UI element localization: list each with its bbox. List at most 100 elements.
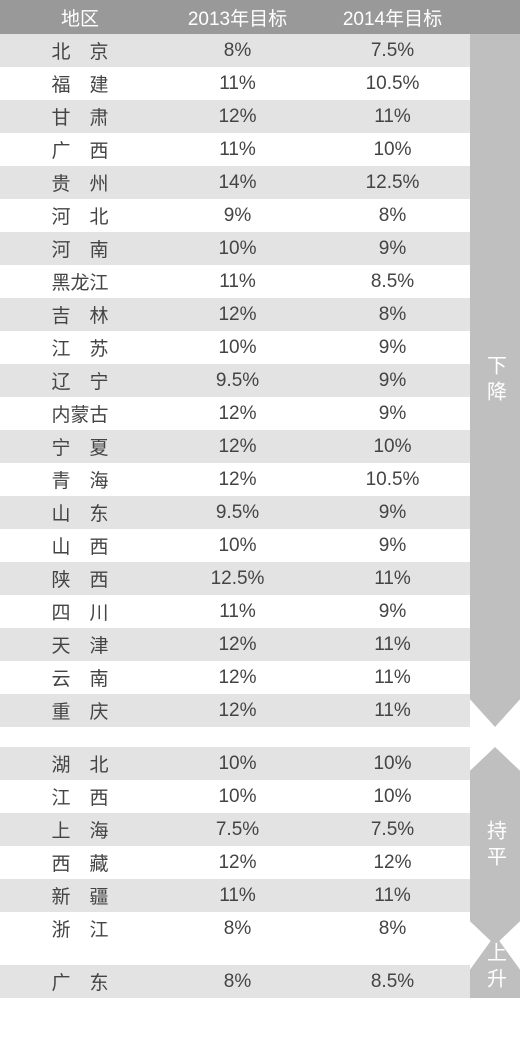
side-label: 下降 (470, 34, 520, 727)
value-2014: 11% (315, 700, 470, 722)
table-row: 宁 夏12%10% (0, 430, 470, 463)
value-2014: 8% (315, 205, 470, 227)
value-2014: 11% (315, 568, 470, 590)
value-2014: 9% (315, 502, 470, 524)
section-gap (0, 945, 520, 965)
value-2013: 11% (160, 601, 315, 623)
rows-group: 北 京8%7.5%福 建11%10.5%甘 肃12%11%广 西11%10%贵 … (0, 34, 470, 727)
region-cell: 贵 州 (0, 169, 160, 196)
table-row: 青 海12%10.5% (0, 463, 470, 496)
arrow-down-icon: 下降 (470, 34, 520, 727)
value-2013: 9.5% (160, 370, 315, 392)
value-2013: 12.5% (160, 568, 315, 590)
region-cell: 内蒙古 (0, 400, 160, 427)
region-cell: 山 东 (0, 499, 160, 526)
region-cell: 广 西 (0, 136, 160, 163)
value-2013: 10% (160, 238, 315, 260)
value-2013: 12% (160, 469, 315, 491)
table-row: 黑龙江11%8.5% (0, 265, 470, 298)
value-2013: 12% (160, 852, 315, 874)
value-2013: 12% (160, 634, 315, 656)
value-2013: 8% (160, 40, 315, 62)
section-gap (0, 727, 520, 747)
side-text: 下降 (481, 355, 510, 407)
side-text: 持平 (481, 820, 510, 872)
table-row: 云 南12%11% (0, 661, 470, 694)
value-2013: 12% (160, 304, 315, 326)
region-cell: 新 疆 (0, 882, 160, 909)
value-2013: 11% (160, 73, 315, 95)
value-2013: 12% (160, 106, 315, 128)
region-cell: 西 藏 (0, 849, 160, 876)
header-2014: 2014年目标 (315, 4, 470, 31)
value-2014: 12% (315, 852, 470, 874)
section-arrow-up: 广 东8%8.5%上升 (0, 965, 520, 998)
value-2014: 9% (315, 601, 470, 623)
table-row: 山 西10%9% (0, 529, 470, 562)
region-cell: 福 建 (0, 70, 160, 97)
side-text: 上升 (481, 942, 510, 994)
region-cell: 湖 北 (0, 750, 160, 777)
value-2013: 11% (160, 271, 315, 293)
region-cell: 重 庆 (0, 697, 160, 724)
value-2013: 8% (160, 918, 315, 940)
value-2014: 11% (315, 634, 470, 656)
table-row: 广 东8%8.5% (0, 965, 470, 998)
value-2013: 10% (160, 337, 315, 359)
table-row: 新 疆11%11% (0, 879, 470, 912)
table-row: 河 北9%8% (0, 199, 470, 232)
bottom-padding (0, 998, 520, 1010)
value-2013: 9% (160, 205, 315, 227)
value-2013: 10% (160, 535, 315, 557)
region-cell: 河 北 (0, 202, 160, 229)
table-row: 辽 宁9.5%9% (0, 364, 470, 397)
region-cell: 江 西 (0, 783, 160, 810)
region-cell: 黑龙江 (0, 268, 160, 295)
region-cell: 云 南 (0, 664, 160, 691)
value-2014: 9% (315, 337, 470, 359)
value-2013: 12% (160, 436, 315, 458)
value-2013: 14% (160, 172, 315, 194)
region-cell: 宁 夏 (0, 433, 160, 460)
region-cell: 浙 江 (0, 915, 160, 942)
value-2014: 8.5% (315, 271, 470, 293)
value-2013: 12% (160, 403, 315, 425)
table-row: 吉 林12%8% (0, 298, 470, 331)
table-row: 湖 北10%10% (0, 747, 470, 780)
value-2014: 8% (315, 918, 470, 940)
value-2014: 8.5% (315, 971, 470, 993)
region-cell: 北 京 (0, 37, 160, 64)
value-2014: 8% (315, 304, 470, 326)
section-arrow-down: 北 京8%7.5%福 建11%10.5%甘 肃12%11%广 西11%10%贵 … (0, 34, 520, 727)
value-2013: 12% (160, 700, 315, 722)
region-cell: 上 海 (0, 816, 160, 843)
rows-group: 湖 北10%10%江 西10%10%上 海7.5%7.5%西 藏12%12%新 … (0, 747, 470, 945)
section-diamond: 湖 北10%10%江 西10%10%上 海7.5%7.5%西 藏12%12%新 … (0, 747, 520, 945)
region-cell: 天 津 (0, 631, 160, 658)
table-row: 陕 西12.5%11% (0, 562, 470, 595)
table-row: 河 南10%9% (0, 232, 470, 265)
value-2014: 10.5% (315, 73, 470, 95)
value-2014: 11% (315, 667, 470, 689)
value-2014: 9% (315, 238, 470, 260)
region-cell: 陕 西 (0, 565, 160, 592)
table-row: 江 苏10%9% (0, 331, 470, 364)
value-2013: 11% (160, 885, 315, 907)
value-2013: 8% (160, 971, 315, 993)
value-2013: 9.5% (160, 502, 315, 524)
region-cell: 江 苏 (0, 334, 160, 361)
value-2014: 9% (315, 535, 470, 557)
table-row: 贵 州14%12.5% (0, 166, 470, 199)
value-2014: 10% (315, 436, 470, 458)
region-cell: 吉 林 (0, 301, 160, 328)
value-2014: 10% (315, 786, 470, 808)
value-2014: 9% (315, 370, 470, 392)
side-label: 持平 (470, 747, 520, 945)
value-2014: 10.5% (315, 469, 470, 491)
value-2014: 9% (315, 403, 470, 425)
table-row: 内蒙古12%9% (0, 397, 470, 430)
table-row: 北 京8%7.5% (0, 34, 470, 67)
table-row: 四 川11%9% (0, 595, 470, 628)
table-row: 天 津12%11% (0, 628, 470, 661)
header-region: 地区 (0, 4, 160, 31)
